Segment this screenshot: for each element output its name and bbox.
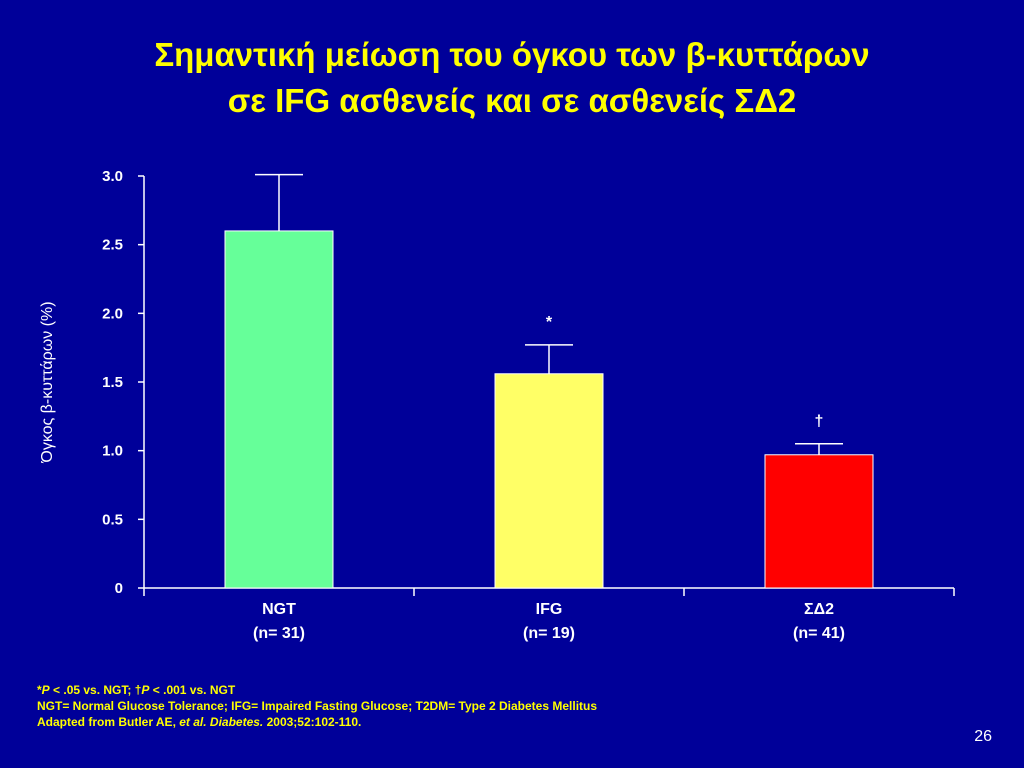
slide-title-line-2: σε IFG ασθενείς και σε ασθενείς ΣΔ2 [227,82,797,119]
bar-IFG [494,373,604,589]
source-prefix: Adapted from Butler AE, [37,715,180,729]
footnote-p1: P [41,683,50,697]
x-category-label: ΣΔ2 [804,601,834,618]
y-tick-label: 1.0 [102,443,123,460]
y-axis-label: Όγκος β-κυττάρων (%) [39,301,56,463]
slide-title-line-1: Σημαντική μείωση του όγκου των β-κυττάρω… [154,36,870,73]
footnote-text1: < .05 vs. NGT; [49,683,135,697]
y-tick-label: 2.5 [102,237,123,254]
footnote-text2: < .001 vs. NGT [149,683,236,697]
x-category-sublabel: (n= 41) [793,625,845,642]
footnote-star: * [37,683,42,697]
y-tick-label: 0.5 [102,511,123,528]
x-category-label: NGT [262,601,296,618]
significance-marker: † [815,413,824,430]
bar-NGT [224,230,334,589]
source-note: Adapted from Butler AE, et al. Diabetes.… [37,714,597,730]
footnotes: *P < .05 vs. NGT; †P < .001 vs. NGT NGT=… [37,682,597,730]
abbreviations-note: NGT= Normal Glucose Tolerance; IFG= Impa… [37,699,598,713]
slide-title: Σημαντική μείωση του όγκου των β-κυττάρω… [0,32,1024,124]
x-category-sublabel: (n= 19) [523,625,575,642]
significance-note: *P < .05 vs. NGT; †P < .001 vs. NGT [37,682,597,698]
y-tick-label: 0 [115,580,123,597]
significance-marker: * [546,314,553,331]
x-category-label: IFG [536,601,563,618]
y-tick-label: 2.0 [102,305,123,322]
bar-ΣΔ2 [764,454,874,589]
y-tick-label: 3.0 [102,168,123,185]
footnote-p2: P [141,683,150,697]
x-category-sublabel: (n= 31) [253,625,305,642]
source-suffix: 2003;52:102-110. [263,715,362,729]
source-etal: et al. Diabetes. [179,715,264,729]
page-number: 26 [974,728,992,745]
footnote-dagger: † [134,683,142,697]
y-tick-label: 1.5 [102,374,123,391]
